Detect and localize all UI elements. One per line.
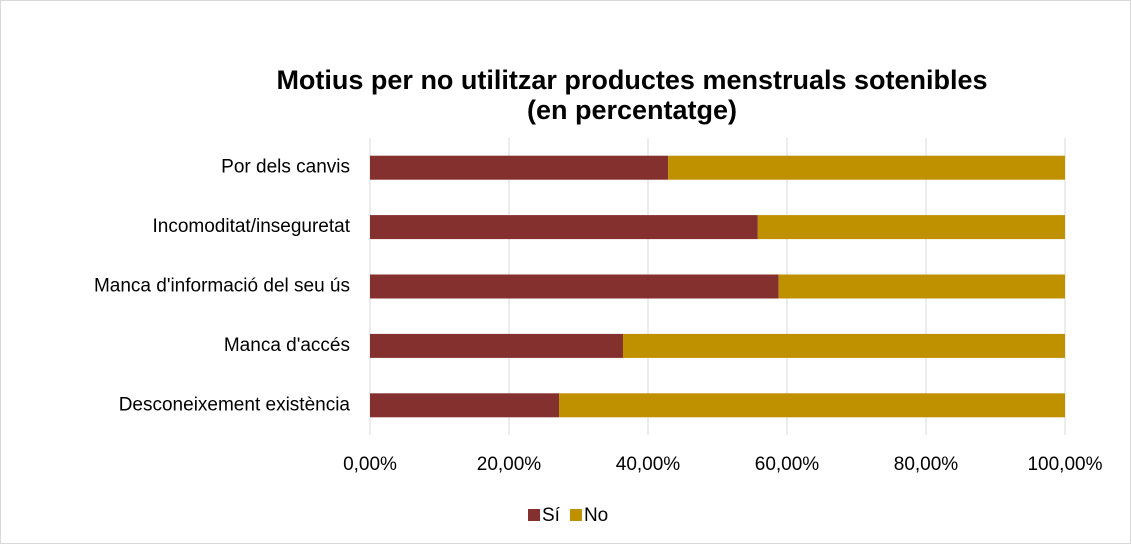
legend-swatch bbox=[569, 509, 582, 521]
legend-label: Sí bbox=[542, 505, 561, 526]
x-tick-label: 20,00% bbox=[477, 454, 542, 475]
chart-title: Motius per no utilitzar productes menstr… bbox=[276, 65, 987, 95]
y-tick-label: Por dels canvis bbox=[221, 157, 350, 178]
legend-swatch bbox=[528, 509, 540, 521]
x-tick-label: 40,00% bbox=[616, 454, 681, 475]
legend-label: No bbox=[584, 505, 608, 526]
chart-title: (en percentatge) bbox=[527, 95, 737, 125]
y-tick-label: Incomoditat/inseguretat bbox=[152, 216, 350, 237]
x-tick-label: 60,00% bbox=[755, 454, 820, 475]
y-tick-label: Manca d'accés bbox=[224, 335, 350, 356]
bar bbox=[370, 155, 669, 180]
bar bbox=[370, 333, 623, 358]
x-tick-label: 80,00% bbox=[894, 454, 959, 475]
bar bbox=[370, 393, 560, 418]
x-tick-label: 100,00% bbox=[1027, 454, 1102, 475]
bar bbox=[622, 333, 1065, 358]
bar bbox=[370, 274, 779, 299]
bar bbox=[778, 274, 1065, 299]
bar bbox=[559, 393, 1065, 418]
bar bbox=[668, 155, 1065, 180]
bar bbox=[757, 215, 1065, 240]
x-tick-label: 0,00% bbox=[343, 454, 397, 475]
y-tick-label: Desconeixement existència bbox=[119, 394, 351, 415]
y-tick-label: Manca d'informació del seu ús bbox=[94, 276, 350, 297]
bar bbox=[370, 215, 758, 240]
